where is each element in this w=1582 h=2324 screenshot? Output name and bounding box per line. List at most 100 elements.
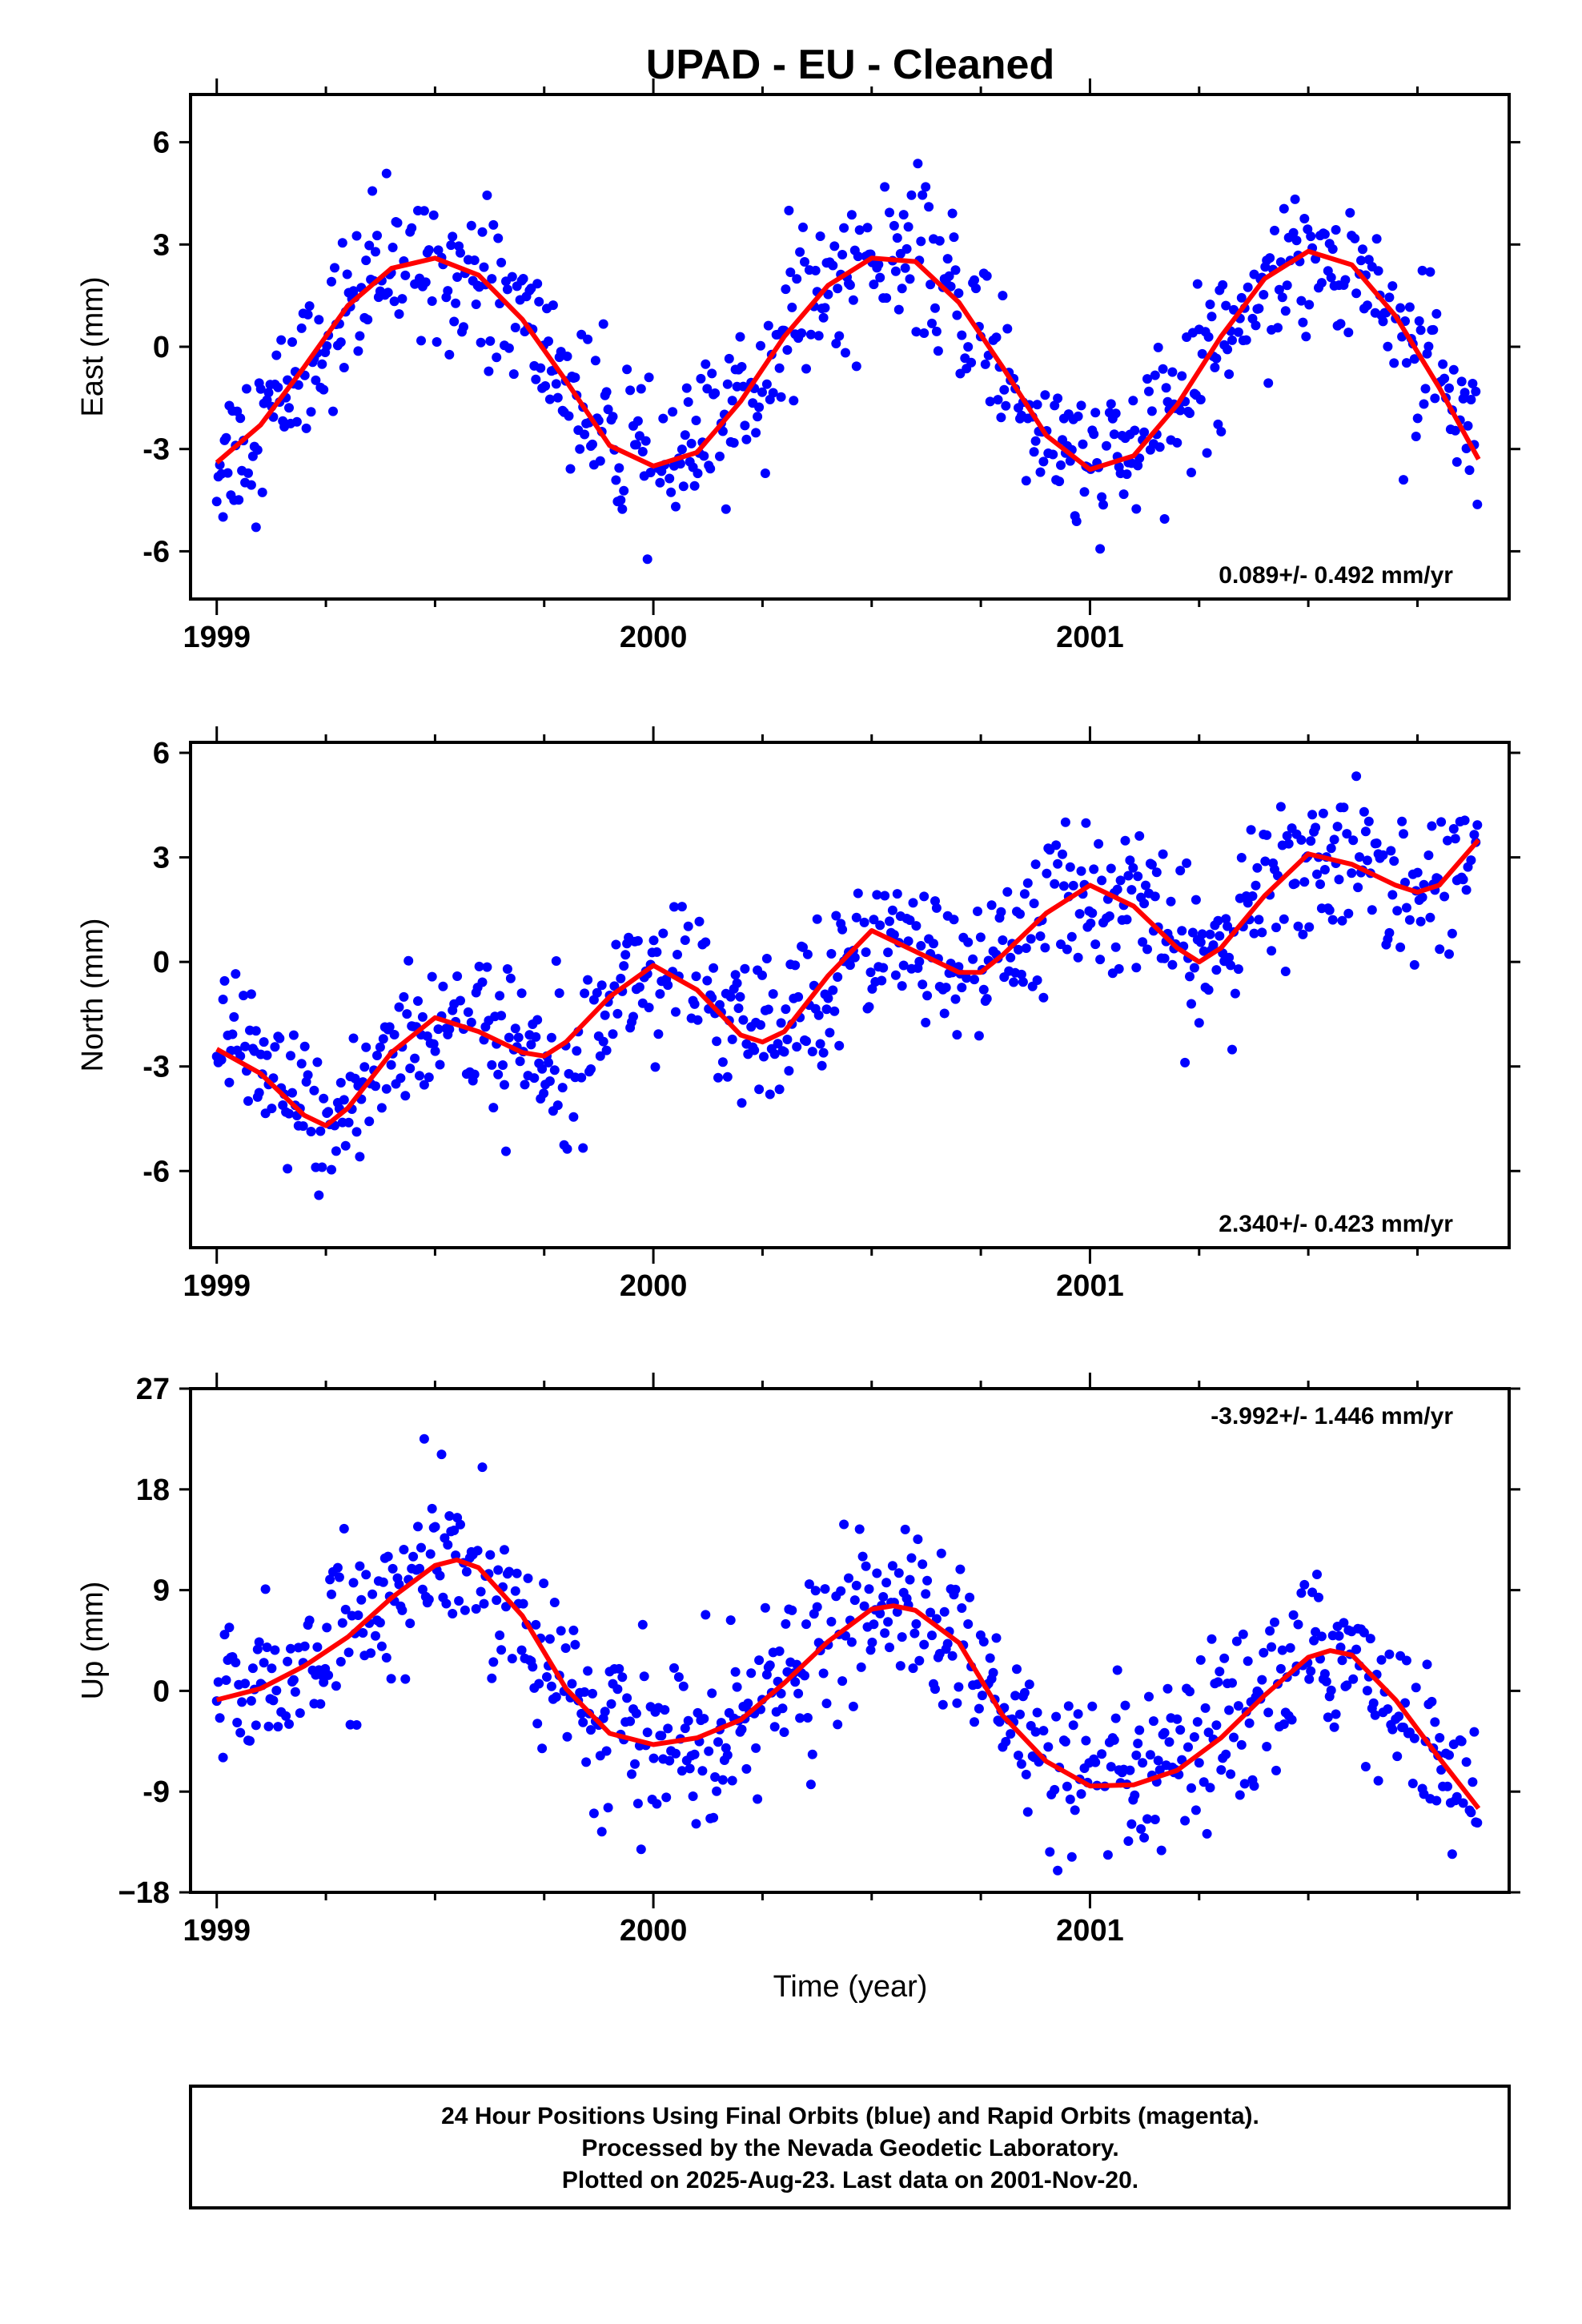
up-data-point (622, 1693, 632, 1703)
up-data-point (911, 1618, 921, 1629)
up-data-point (1022, 1807, 1033, 1817)
east-data-point (252, 444, 263, 455)
east-data-point (1415, 325, 1426, 336)
north-data-point (419, 1080, 429, 1090)
north-data-point (482, 962, 492, 972)
up-data-point (606, 1699, 616, 1709)
east-data-point (595, 456, 605, 466)
north-data-point (1215, 931, 1225, 941)
north-data-point (488, 1103, 499, 1113)
up-data-point (955, 1564, 966, 1574)
north-data-point (592, 987, 602, 998)
north-data-point (1448, 824, 1459, 834)
up-data-point (510, 1586, 520, 1596)
north-data-point (968, 954, 978, 964)
east-data-point (696, 373, 706, 384)
up-data-point (495, 1630, 505, 1640)
up-data-point (839, 1519, 849, 1530)
north-data-point (1221, 914, 1231, 924)
east-data-point (776, 392, 786, 402)
east-data-point (218, 512, 228, 522)
east-data-point (740, 420, 750, 431)
up-data-point (240, 1679, 251, 1689)
east-data-point (681, 383, 692, 393)
up-data-point (1199, 1777, 1209, 1787)
north-data-point (673, 950, 682, 959)
up-data-point (1456, 1736, 1467, 1747)
east-data-point (1110, 408, 1121, 419)
east-data-point (1251, 320, 1261, 331)
east-data-point (328, 406, 338, 416)
up-data-point (1312, 1570, 1322, 1579)
east-data-point (717, 426, 728, 436)
east-data-point (456, 247, 465, 258)
east-data-point (1122, 469, 1132, 480)
north-data-point (544, 1057, 553, 1068)
north-data-point (978, 984, 989, 995)
north-data-point (384, 1022, 395, 1032)
east-data-point (479, 262, 489, 272)
east-data-point (1211, 353, 1222, 364)
north-y-tick-label: 0 (153, 946, 170, 979)
up-data-point (661, 1792, 672, 1803)
north-data-point (1018, 977, 1028, 987)
up-data-point (419, 1433, 429, 1444)
up-data-point (722, 1750, 733, 1760)
north-data-point (611, 939, 621, 950)
up-data-point (549, 1598, 560, 1607)
up-data-point (779, 1727, 789, 1737)
up-data-point (441, 1598, 452, 1609)
up-data-point (523, 1573, 533, 1583)
north-data-point (493, 1069, 504, 1080)
up-data-point (970, 1717, 979, 1727)
up-data-point (416, 1542, 426, 1553)
north-data-point (502, 964, 512, 974)
north-data-point (1112, 884, 1122, 895)
east-data-point (598, 319, 608, 329)
up-data-point (408, 1551, 419, 1562)
up-data-point (449, 1526, 460, 1535)
up-data-point (1183, 1742, 1193, 1752)
east-data-point (1444, 383, 1454, 393)
north-data-point (1409, 959, 1419, 970)
north-data-point (415, 1071, 424, 1081)
up-y-tick-label: 27 (136, 1373, 170, 1406)
east-data-point (306, 407, 316, 417)
east-data-point (492, 352, 502, 363)
up-rate-annotation: -3.992+/- 1.446 mm/yr (1211, 1403, 1453, 1429)
east-data-point (885, 207, 894, 218)
up-data-point (1045, 1847, 1055, 1857)
north-data-point (982, 994, 992, 1004)
east-data-point (508, 369, 519, 380)
east-data-point (394, 309, 404, 320)
up-data-point (254, 1637, 264, 1647)
east-data-point (317, 359, 327, 369)
up-data-point (787, 1605, 797, 1615)
east-data-point (1450, 425, 1460, 436)
up-y-tick-label: −18 (118, 1876, 170, 1910)
north-data-point (1355, 852, 1364, 862)
up-data-point (252, 1644, 263, 1655)
north-rate-annotation: 2.340+/- 0.423 mm/yr (1219, 1211, 1453, 1237)
up-data-point (501, 1602, 511, 1612)
east-data-point (963, 342, 974, 352)
up-data-point (1012, 1664, 1022, 1675)
north-data-point (224, 1077, 235, 1088)
north-data-point (1158, 849, 1168, 859)
east-data-point (763, 320, 773, 331)
up-data-point (1370, 1710, 1380, 1720)
up-data-point (637, 1619, 648, 1630)
up-data-point (1109, 1735, 1119, 1745)
up-data-point (1411, 1683, 1421, 1693)
up-data-point (1032, 1707, 1042, 1718)
north-data-point (1283, 838, 1294, 849)
north-data-point (1139, 899, 1150, 909)
east-data-point (1340, 275, 1351, 285)
up-data-point (1087, 1701, 1098, 1711)
east-data-point (944, 271, 954, 281)
north-data-point (1141, 880, 1150, 891)
east-data-point (548, 300, 558, 311)
east-data-point (1040, 390, 1050, 400)
east-data-point (1038, 456, 1049, 467)
east-data-point (1301, 332, 1311, 342)
